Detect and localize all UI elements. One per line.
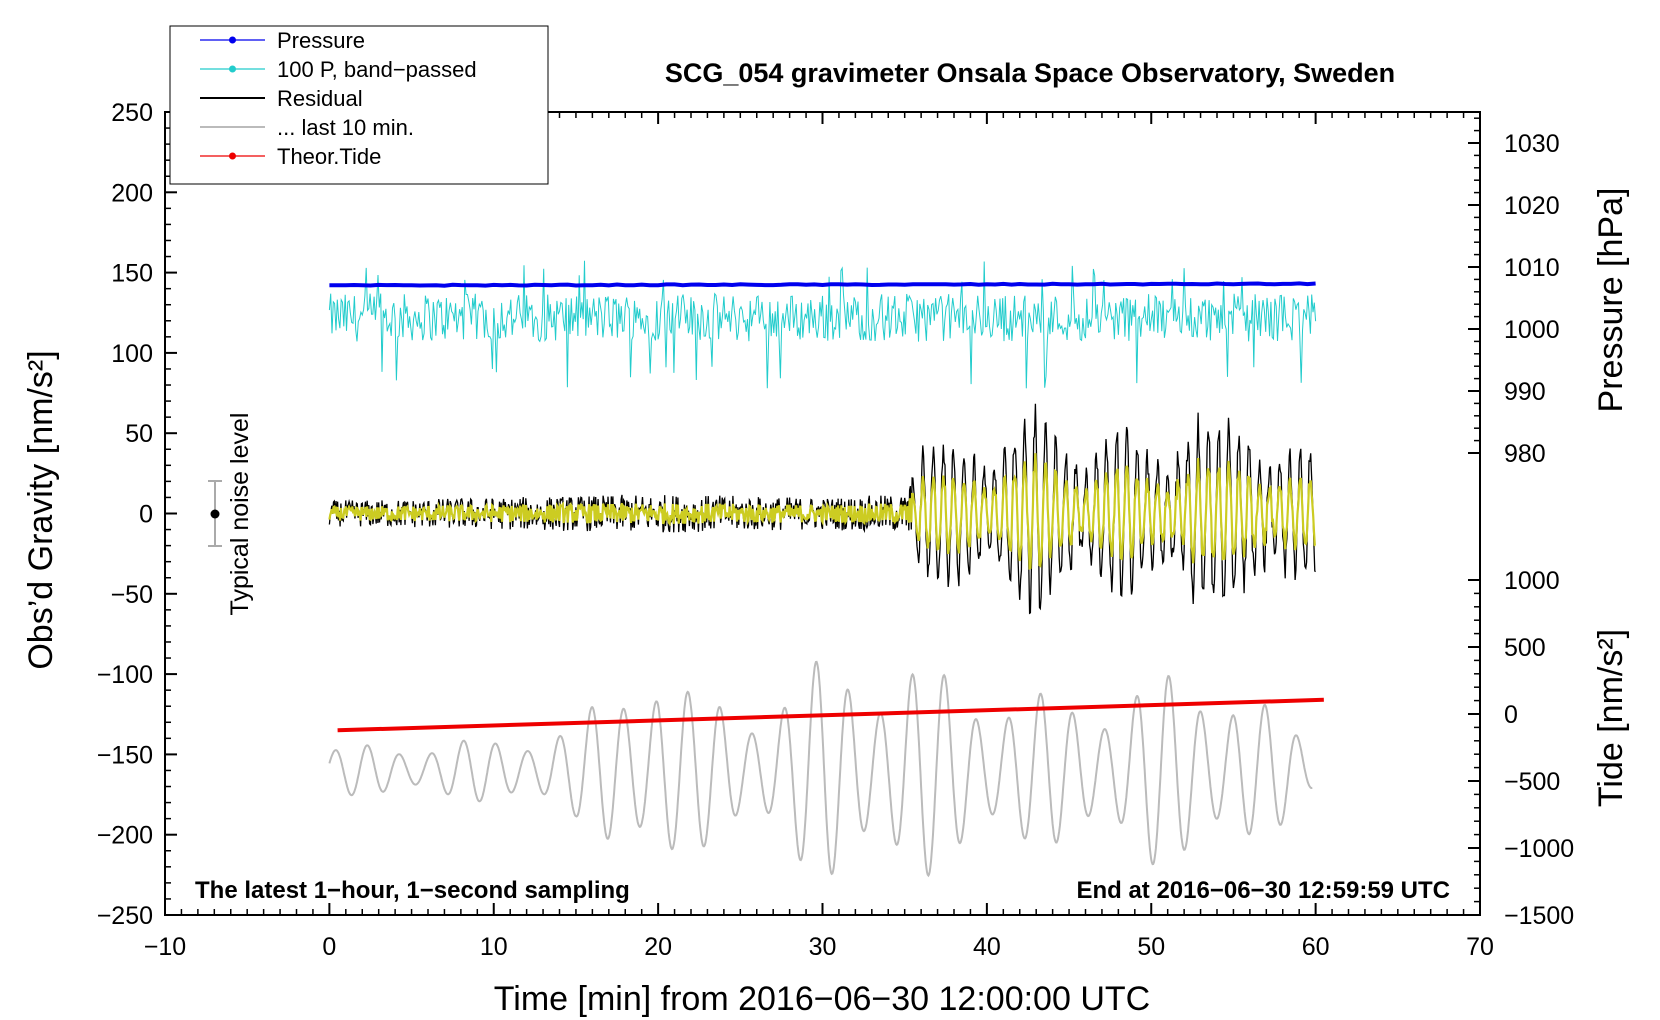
- chart-title: SCG_054 gravimeter Onsala Space Observat…: [665, 58, 1395, 88]
- x-tick-label: 40: [973, 933, 1001, 961]
- legend-label: Pressure: [277, 28, 365, 53]
- axis-ticks: −10 0 10 20 30 40 50 60 70250200150100500−50−100…: [97, 99, 1575, 961]
- y-tick-label: −200: [97, 822, 153, 850]
- y-tick-label: 100: [111, 340, 153, 368]
- y-tick-label: −150: [97, 741, 153, 769]
- pressure-tick-label: 980: [1504, 440, 1546, 468]
- series-residual: [328, 403, 1316, 615]
- series-theoretical-tide: [337, 697, 1324, 733]
- y-tick-label: 250: [111, 99, 153, 127]
- x-tick-label: 50: [1137, 933, 1165, 961]
- legend-label: 100 P, band−passed: [277, 57, 477, 82]
- y-axis-label-tide: Tide [nm/s²]: [1592, 629, 1630, 807]
- noise-label: Typical noise level: [226, 413, 254, 616]
- y-tick-label: 0: [139, 501, 153, 529]
- legend-label: ... last 10 min.: [277, 115, 414, 140]
- x-tick-label: 10: [480, 933, 508, 961]
- y-axis-label-pressure: Pressure [hPa]: [1592, 188, 1630, 413]
- annotation-end-time: End at 2016−06−30 12:59:59 UTC: [1076, 877, 1450, 904]
- x-tick-label: 0: [322, 933, 336, 961]
- pressure-tick-label: 1000: [1504, 316, 1560, 344]
- noise-dot: [210, 509, 220, 519]
- x-tick-label: −10: [144, 933, 186, 961]
- x-axis-label: Time [min] from 2016−06−30 12:00:00 UTC: [494, 980, 1150, 1018]
- pressure-tick-label: 1010: [1504, 254, 1560, 282]
- x-tick-label: 60: [1302, 933, 1330, 961]
- series-band-passed-pressure: [328, 260, 1317, 389]
- tide-tick-label: 500: [1504, 634, 1546, 662]
- tide-tick-label: −500: [1504, 768, 1560, 796]
- y-tick-label: −50: [111, 581, 153, 609]
- tide-tick-label: 1000: [1504, 567, 1560, 595]
- legend: Pressure 100 P, band−passed Residual ... la…: [169, 25, 549, 185]
- y-tick-label: 200: [111, 179, 153, 207]
- x-tick-label: 30: [809, 933, 837, 961]
- y-axis-label-left: Obs’d Gravity [nm/s²]: [22, 350, 60, 669]
- series-last-10-min: [328, 660, 1313, 878]
- tide-tick-label: 0: [1504, 701, 1518, 729]
- data-series: [328, 260, 1324, 878]
- legend-marker: [229, 36, 236, 44]
- y-tick-label: 150: [111, 260, 153, 288]
- legend-label: Theor.Tide: [277, 144, 381, 169]
- legend-marker: [229, 152, 236, 160]
- legend-label: Residual: [277, 86, 363, 111]
- legend-marker: [229, 65, 236, 73]
- x-tick-label: 70: [1466, 933, 1494, 961]
- tide-tick-label: −1000: [1504, 835, 1574, 863]
- y-tick-label: 50: [125, 420, 153, 448]
- noise-level-indicator: Typical noise level: [208, 413, 254, 616]
- series-residual-smoothed: [328, 453, 1317, 570]
- series-pressure: [329, 281, 1316, 288]
- pressure-tick-label: 1030: [1504, 130, 1560, 158]
- pressure-tick-label: 990: [1504, 378, 1546, 406]
- pressure-tick-label: 1020: [1504, 192, 1560, 220]
- annotation-latest-hour: The latest 1−hour, 1−second sampling: [195, 877, 630, 904]
- tide-tick-label: −1500: [1504, 902, 1574, 930]
- y-tick-label: −250: [97, 902, 153, 930]
- x-tick-label: 20: [644, 933, 672, 961]
- y-tick-label: −100: [97, 661, 153, 689]
